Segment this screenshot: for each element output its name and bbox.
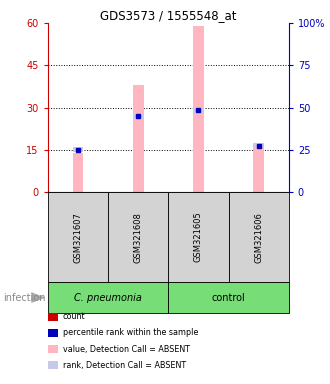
Text: rank, Detection Call = ABSENT: rank, Detection Call = ABSENT [63, 361, 186, 370]
Text: value, Detection Call = ABSENT: value, Detection Call = ABSENT [63, 344, 190, 354]
Text: percentile rank within the sample: percentile rank within the sample [63, 328, 198, 338]
Bar [133, 85, 144, 192]
Bar [133, 113, 144, 119]
Polygon shape [31, 292, 45, 303]
Bar [193, 26, 204, 192]
Bar [168, 192, 228, 282]
Bar [108, 192, 168, 282]
Text: GSM321607: GSM321607 [74, 212, 82, 263]
Bar [228, 192, 289, 282]
Text: C. pneumonia: C. pneumonia [74, 293, 142, 303]
Text: GSM321605: GSM321605 [194, 212, 203, 263]
Title: GDS3573 / 1555548_at: GDS3573 / 1555548_at [100, 9, 237, 22]
Bar [73, 147, 83, 152]
Text: count: count [63, 312, 85, 321]
Bar [73, 152, 83, 192]
Bar [253, 144, 264, 192]
Text: infection: infection [3, 293, 46, 303]
Bar [253, 143, 264, 148]
Bar [193, 108, 204, 113]
Bar [48, 192, 108, 282]
Bar [48, 282, 168, 313]
Text: control: control [212, 293, 246, 303]
Text: GSM321608: GSM321608 [134, 212, 143, 263]
Bar [168, 282, 289, 313]
Text: GSM321606: GSM321606 [254, 212, 263, 263]
